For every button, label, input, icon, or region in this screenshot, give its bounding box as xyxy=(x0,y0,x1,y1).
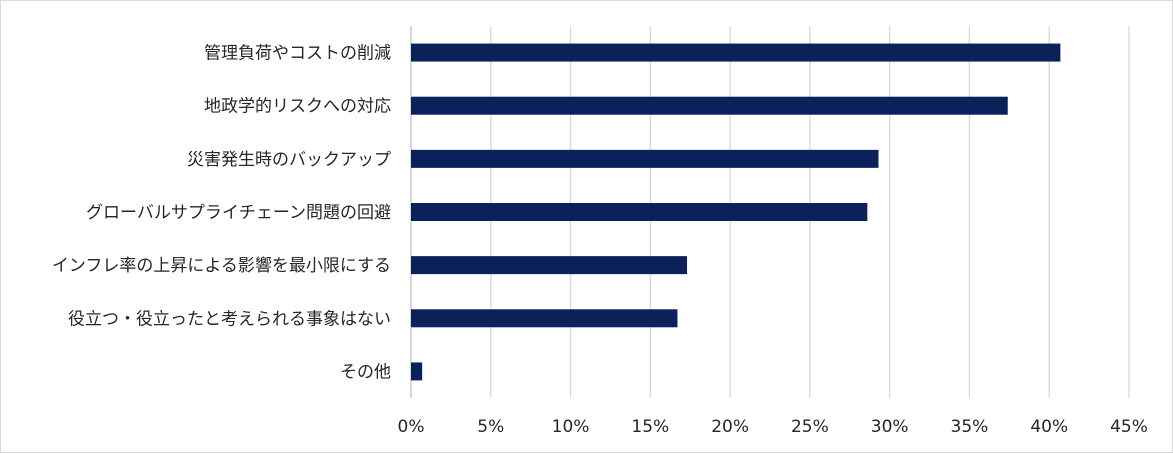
x-tick-label: 0% xyxy=(398,417,425,437)
bar xyxy=(411,256,688,275)
category-label: インフレ率の上昇による影響を最小限にする xyxy=(52,256,391,276)
category-label: 地政学的リスクへの対応 xyxy=(204,97,391,117)
category-label: 災害発生時のバックアップ xyxy=(187,150,391,170)
category-label: その他 xyxy=(340,362,391,382)
x-tick-label: 10% xyxy=(552,417,590,437)
bar xyxy=(411,96,1008,115)
x-tick-label: 25% xyxy=(791,417,829,437)
x-tick-label: 30% xyxy=(871,417,909,437)
category-label: 役立つ・役立ったと考えられる事象はない xyxy=(68,309,391,329)
x-tick-label: 45% xyxy=(1110,417,1148,437)
category-label: グローバルサプライチェーン問題の回避 xyxy=(86,203,391,223)
category-label: 管理負荷やコストの削減 xyxy=(204,44,391,64)
x-tick-label: 35% xyxy=(951,417,989,437)
bar xyxy=(411,362,423,381)
x-tick-label: 5% xyxy=(477,417,504,437)
bar xyxy=(411,149,879,168)
bar xyxy=(411,43,1061,62)
x-tick-label: 15% xyxy=(631,417,669,437)
category-labels: 管理負荷やコストの削減地政学的リスクへの対応災害発生時のバックアップグローバルサ… xyxy=(52,44,391,383)
bar xyxy=(411,309,678,328)
x-tick-label: 40% xyxy=(1030,417,1068,437)
x-tick-label: 20% xyxy=(711,417,749,437)
x-tick-labels: 0% 5% 10% 15% 20% 25% 30% 35% 40% 45% xyxy=(398,417,1148,437)
bar xyxy=(411,203,868,221)
bars xyxy=(411,43,1061,381)
